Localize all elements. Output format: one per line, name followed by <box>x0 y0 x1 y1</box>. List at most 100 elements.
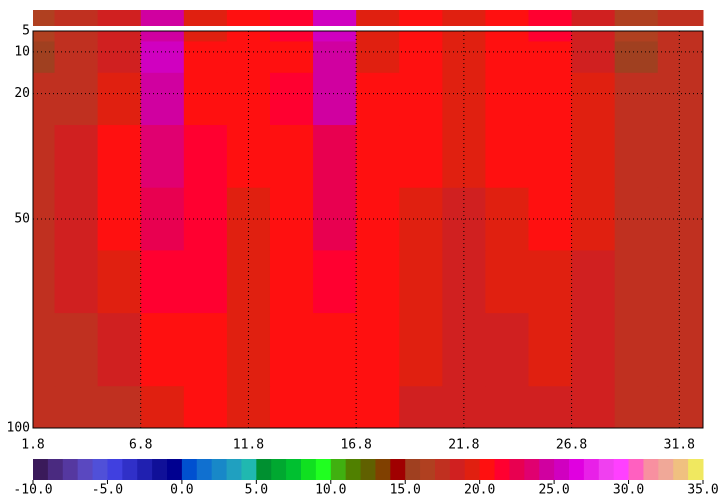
heat-cell <box>226 313 271 387</box>
heat-cell <box>140 125 185 189</box>
heat-cell <box>140 250 185 314</box>
colorbar-tick-label: -5.0 <box>92 483 123 498</box>
colorbar-tick-label: -10.0 <box>13 483 52 498</box>
colorbar-swatch <box>613 459 630 480</box>
heat-cell <box>54 313 99 387</box>
colorbar-swatch <box>405 459 421 480</box>
heat-cell <box>442 41 486 74</box>
colorbar-swatch <box>286 459 302 480</box>
colorbar-swatch <box>554 459 570 480</box>
colorbar-swatch <box>301 459 317 480</box>
heat-cell <box>485 72 529 126</box>
colorbar-swatch <box>77 459 94 480</box>
heat-cell <box>33 72 56 126</box>
heat-cell <box>33 386 56 429</box>
heat-cell <box>269 313 314 387</box>
heat-cell <box>269 386 314 429</box>
heat-cell <box>657 72 704 126</box>
heat-cell <box>97 31 142 42</box>
colorbar-swatch <box>643 459 659 480</box>
heat-cell <box>485 386 529 429</box>
heat-cell <box>33 41 56 74</box>
heat-cell <box>356 386 400 429</box>
heat-cell <box>226 41 271 74</box>
heat-cell <box>33 31 56 42</box>
heat-cell <box>657 31 704 42</box>
y-tick-label: 50 <box>14 212 30 227</box>
colorbar-swatch <box>435 459 451 480</box>
colorbar-swatch <box>688 459 704 480</box>
heat-cell <box>183 313 228 387</box>
colorbar-tick-label: 5.0 <box>245 483 268 498</box>
heat-cell <box>313 41 357 74</box>
colorbar-swatch <box>360 459 376 480</box>
colorbar-swatch <box>330 459 347 480</box>
x-tick-label: 26.8 <box>556 438 587 453</box>
heat-cell <box>528 250 573 314</box>
heat-cell <box>313 187 357 251</box>
heat-cell <box>356 41 400 74</box>
colorbar-swatch <box>137 459 153 480</box>
colorbar-swatch <box>92 459 108 480</box>
heat-cell <box>140 31 185 42</box>
heat-cell <box>97 41 142 74</box>
colorbar-swatch <box>33 459 49 480</box>
colorbar-swatch <box>107 459 123 480</box>
heat-cell <box>97 386 142 429</box>
heat-cell <box>54 125 99 189</box>
surface-strip-cell <box>226 10 271 26</box>
colorbar-swatch <box>196 459 213 480</box>
heat-cell <box>183 125 228 189</box>
heat-cell <box>571 31 616 42</box>
heat-cell <box>485 313 529 387</box>
colorbar-swatch <box>479 459 496 480</box>
surface-strip-cell <box>33 10 56 26</box>
heat-cell <box>97 250 142 314</box>
heat-cell <box>54 31 99 42</box>
y-tick-label: 100 <box>7 421 30 436</box>
colorbar-swatch <box>464 459 481 480</box>
colorbar-swatch <box>152 459 168 480</box>
heat-cell <box>269 250 314 314</box>
heat-cell <box>140 313 185 387</box>
heat-cell <box>313 125 357 189</box>
colorbar-swatch <box>569 459 585 480</box>
heat-cell <box>399 125 443 189</box>
x-tick-label: 11.8 <box>233 438 264 453</box>
colorbar-swatch <box>256 459 272 480</box>
heat-cell <box>183 386 228 429</box>
heat-cell <box>528 386 573 429</box>
heat-cell <box>442 313 486 387</box>
colorbar-swatch <box>390 459 406 480</box>
x-tick-label: 1.8 <box>21 438 44 453</box>
heat-cell <box>571 386 616 429</box>
surface-strip-cell <box>657 10 704 26</box>
heat-cell <box>97 125 142 189</box>
heat-cell <box>528 187 573 251</box>
heat-cell <box>571 125 616 189</box>
heat-cell <box>614 41 659 74</box>
heat-cell <box>657 386 704 429</box>
heat-cell <box>33 250 56 314</box>
surface-strip-cell <box>140 10 185 26</box>
heat-cell <box>399 250 443 314</box>
heat-cell <box>442 125 486 189</box>
colorbar-swatch <box>226 459 242 480</box>
heat-cell <box>614 386 659 429</box>
heat-cell <box>657 313 704 387</box>
heat-cell <box>356 125 400 189</box>
surface-strip-cell <box>183 10 228 26</box>
colorbar-swatch <box>62 459 79 480</box>
surface-strip-cell <box>356 10 400 26</box>
heat-cell <box>269 72 314 126</box>
colorbar-swatch <box>271 459 287 480</box>
colorbar-tick-label: 10.0 <box>315 483 346 498</box>
heat-cell <box>269 41 314 74</box>
surface-strip-cell <box>485 10 529 26</box>
heat-cell <box>313 250 357 314</box>
colorbar-swatch <box>539 459 555 480</box>
colorbar-swatch <box>628 459 644 480</box>
heat-cell <box>571 41 616 74</box>
colorbar-tick-label: 30.0 <box>613 483 644 498</box>
heat-cell <box>528 72 573 126</box>
